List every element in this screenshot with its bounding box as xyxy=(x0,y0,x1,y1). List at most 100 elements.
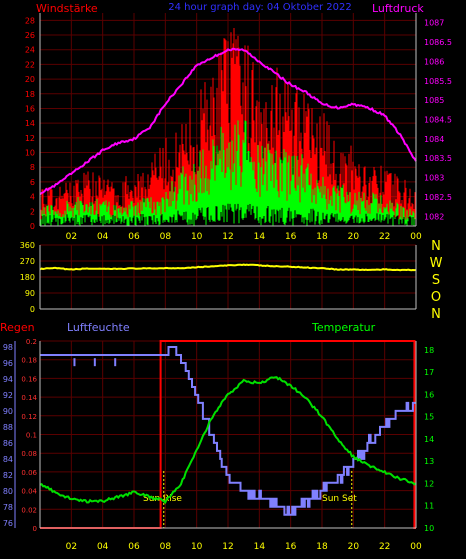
rain-tick-label: 0 xyxy=(33,525,37,533)
hour-tick-label: 06 xyxy=(128,232,140,242)
hour-tick-label: 12 xyxy=(222,232,233,242)
hour-tick-label: 20 xyxy=(348,232,360,242)
rain-tick-label: 0.1 xyxy=(26,432,37,440)
rain-tick-label: 0.12 xyxy=(21,413,37,421)
bottom-hour-tick-label: 00 xyxy=(410,542,422,552)
temperature-tick-label: 10 xyxy=(424,524,434,533)
wind-tick-label: 22 xyxy=(25,60,35,69)
wind-tick-label: 6 xyxy=(30,178,35,187)
rain-tick-label: 0.16 xyxy=(21,375,37,383)
wind-tick-label: 12 xyxy=(25,134,35,143)
humidity-title: Luftfeuchte xyxy=(67,321,130,334)
hour-tick-label: 08 xyxy=(160,232,172,242)
hour-tick-label: 14 xyxy=(254,232,266,242)
bottom-hour-tick-label: 06 xyxy=(128,542,140,552)
temperature-tick-label: 18 xyxy=(424,346,434,355)
wind-tick-label: 20 xyxy=(25,75,35,84)
wind-tick-label: 2 xyxy=(30,207,35,216)
temperature-title: Temperatur xyxy=(311,321,376,334)
humidity-tick-label: 88 xyxy=(3,423,13,432)
wind-tick-label: 14 xyxy=(25,119,35,128)
humidity-tick-label: 84 xyxy=(3,455,13,464)
temperature-tick-label: 11 xyxy=(424,502,434,511)
compass-n2: N xyxy=(431,307,441,322)
bottom-hour-tick-label: 12 xyxy=(222,542,233,552)
pressure-tick-label: 1082 xyxy=(424,212,444,221)
rain-tick-label: 0.02 xyxy=(21,506,37,514)
wind-tick-label: 24 xyxy=(25,46,35,55)
direction-line xyxy=(39,263,417,272)
hour-tick-label: 16 xyxy=(285,232,297,242)
wind-chart: 024681012141618202224262810821082.510831… xyxy=(25,13,452,242)
pressure-tick-label: 1087 xyxy=(424,19,444,28)
hour-tick-label: 00 xyxy=(410,232,422,242)
direction-chart: 0 90 180 270 360 xyxy=(20,241,417,314)
pressure-tick-label: 1083.5 xyxy=(424,154,452,163)
temperature-tick-label: 15 xyxy=(424,413,434,422)
compass-o: O xyxy=(431,290,441,305)
humidity-line xyxy=(40,346,416,516)
pressure-tick-label: 1082.5 xyxy=(424,193,452,202)
rain-tick-label: 0.14 xyxy=(21,394,37,402)
wind-tick-label: 26 xyxy=(25,31,35,40)
pressure-tick-label: 1085 xyxy=(424,96,444,105)
hour-tick-label: 02 xyxy=(66,232,77,242)
wind-tick-label: 8 xyxy=(30,163,35,172)
wind-tick-label: 18 xyxy=(25,90,35,99)
rain-tick-label: 0.08 xyxy=(21,450,37,458)
sunset-label: Sun Set xyxy=(322,494,357,504)
rain-tick-label: 0.06 xyxy=(21,469,37,477)
wind-title: Windstärke xyxy=(36,2,98,15)
rain-title: Regen xyxy=(0,321,35,334)
compass-w: W xyxy=(430,256,443,271)
bottom-hour-tick-label: 10 xyxy=(191,542,203,552)
direction-tick-label: 360 xyxy=(20,241,35,250)
wind-tick-label: 0 xyxy=(30,222,35,231)
wind-tick-label: 4 xyxy=(30,193,35,202)
pressure-title: Luftdruck xyxy=(372,2,424,15)
bottom-hour-tick-label: 16 xyxy=(285,542,297,552)
humidity-tick-label: 98 xyxy=(3,343,13,352)
temperature-tick-label: 12 xyxy=(424,479,434,488)
bottom-hour-tick-label: 22 xyxy=(379,542,390,552)
pressure-line xyxy=(39,47,417,195)
humidity-tick-label: 92 xyxy=(3,391,13,400)
bottom-hour-tick-label: 14 xyxy=(254,542,266,552)
temperature-tick-label: 17 xyxy=(424,368,434,377)
pressure-tick-label: 1084 xyxy=(424,135,444,144)
hour-tick-label: 04 xyxy=(97,232,109,242)
direction-tick-label: 90 xyxy=(25,289,35,298)
bottom-hour-tick-label: 04 xyxy=(97,542,109,552)
wind-tick-label: 10 xyxy=(25,149,35,158)
graph-title: 24 hour graph day: 04 Oktober 2022 xyxy=(168,2,352,13)
hour-tick-label: 22 xyxy=(379,232,390,242)
humidity-tick-label: 80 xyxy=(3,487,13,496)
compass-n1: N xyxy=(431,239,441,254)
pressure-tick-label: 1085.5 xyxy=(424,77,452,86)
hour-tick-label: 18 xyxy=(316,232,328,242)
sunrise-label: Sun Rise xyxy=(143,494,182,504)
compass-s: S xyxy=(432,273,440,288)
wind-tick-label: 16 xyxy=(25,104,35,113)
humidity-tick-label: 76 xyxy=(3,519,13,528)
rain-tick-label: 0.2 xyxy=(26,338,37,346)
direction-tick-label: 180 xyxy=(20,273,35,282)
temperature-tick-label: 14 xyxy=(424,435,434,444)
humidity-tick-label: 82 xyxy=(3,471,13,480)
humidity-tick-label: 86 xyxy=(3,439,13,448)
temperature-line xyxy=(39,376,417,504)
bottom-hour-tick-label: 20 xyxy=(348,542,360,552)
pressure-tick-label: 1086.5 xyxy=(424,38,452,47)
temperature-tick-label: 16 xyxy=(424,390,434,399)
bottom-hour-tick-label: 08 xyxy=(160,542,172,552)
wind-tick-label: 28 xyxy=(25,16,35,25)
rain-tick-label: 0.04 xyxy=(21,488,37,496)
humidity-tick-label: 78 xyxy=(3,503,13,512)
direction-tick-label: 270 xyxy=(20,257,35,266)
rain-humidity-temp-chart: 76 78 80 82 84 86 88 90 92 94 96 98 0 0.02 0.04 0.06 0.0… xyxy=(3,338,434,552)
humidity-tick-label: 90 xyxy=(3,407,13,416)
hour-tick-label: 10 xyxy=(191,232,203,242)
rain-tick-label: 0.18 xyxy=(21,357,37,365)
